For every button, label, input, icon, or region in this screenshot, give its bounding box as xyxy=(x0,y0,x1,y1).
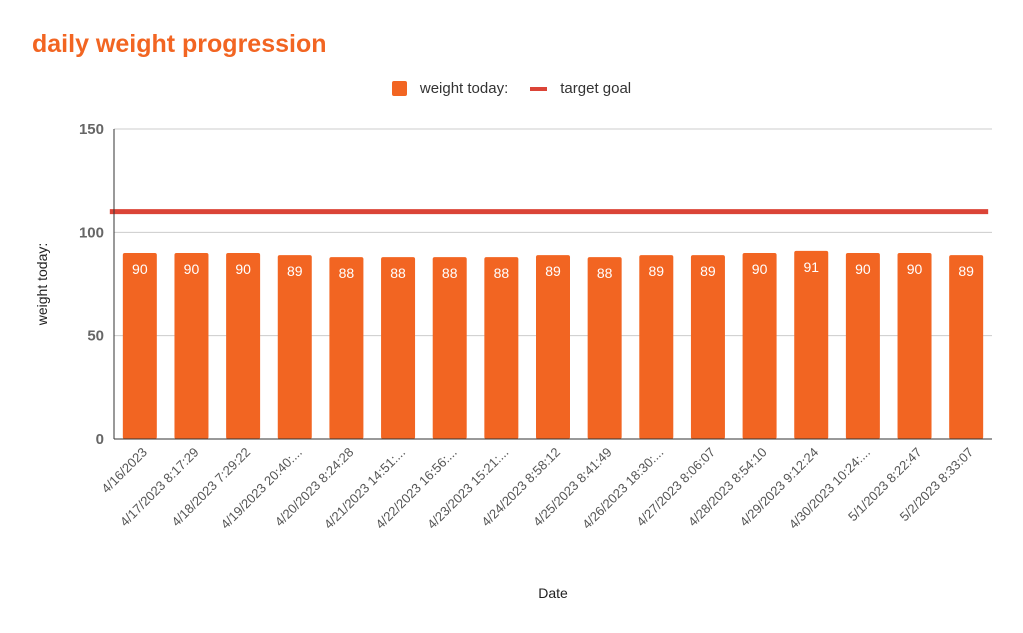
bar xyxy=(742,253,777,439)
bar-data-label: 88 xyxy=(597,265,613,281)
legend-label-weight: weight today: xyxy=(419,80,509,97)
x-tick-label: 4/16/2023 xyxy=(98,445,150,497)
bar-data-label: 88 xyxy=(339,265,355,281)
bar xyxy=(432,257,467,439)
bar-data-label: 90 xyxy=(907,261,923,277)
y-tick-label: 100 xyxy=(79,224,104,241)
y-tick-label: 0 xyxy=(96,431,104,448)
y-tick-label: 50 xyxy=(87,328,104,345)
bar-data-label: 89 xyxy=(700,263,716,279)
bar xyxy=(690,255,725,439)
bar-data-label: 89 xyxy=(649,263,665,279)
bar xyxy=(949,255,984,439)
y-axis-title: weight today: xyxy=(34,243,50,327)
bar-data-label: 90 xyxy=(132,261,148,277)
x-axis-title: Date xyxy=(538,585,568,601)
bar xyxy=(897,253,932,439)
y-tick-label: 150 xyxy=(79,121,104,138)
legend-item-weight[interactable]: weight today: xyxy=(391,80,509,97)
bar xyxy=(536,255,570,439)
bar xyxy=(794,250,829,439)
bar xyxy=(845,253,880,439)
bar xyxy=(277,255,312,439)
bar-data-label: 89 xyxy=(287,263,303,279)
bar xyxy=(122,253,157,439)
bar-data-label: 90 xyxy=(184,261,200,277)
legend-item-target[interactable]: target goal xyxy=(530,80,631,97)
bar-data-label: 90 xyxy=(855,261,871,277)
bar xyxy=(381,257,416,439)
bar-data-label: 89 xyxy=(545,263,561,279)
legend-label-target: target goal xyxy=(560,80,632,97)
bar xyxy=(174,253,209,439)
bar xyxy=(484,257,519,439)
bar xyxy=(329,257,364,439)
legend: weight today: target goal xyxy=(0,80,1023,97)
legend-swatch-weight xyxy=(391,81,407,96)
bar-data-label: 88 xyxy=(494,265,510,281)
bar-data-label: 91 xyxy=(803,259,819,275)
bar-data-label: 88 xyxy=(390,265,406,281)
chart-title: daily weight progression xyxy=(32,30,327,58)
bar-data-label: 90 xyxy=(752,261,768,277)
bar-data-label: 90 xyxy=(235,261,251,277)
bar-data-label: 88 xyxy=(442,265,458,281)
bar xyxy=(639,255,674,439)
bar xyxy=(226,253,261,439)
legend-swatch-target xyxy=(530,86,548,91)
bar-data-label: 89 xyxy=(958,263,974,279)
bar xyxy=(587,257,622,439)
